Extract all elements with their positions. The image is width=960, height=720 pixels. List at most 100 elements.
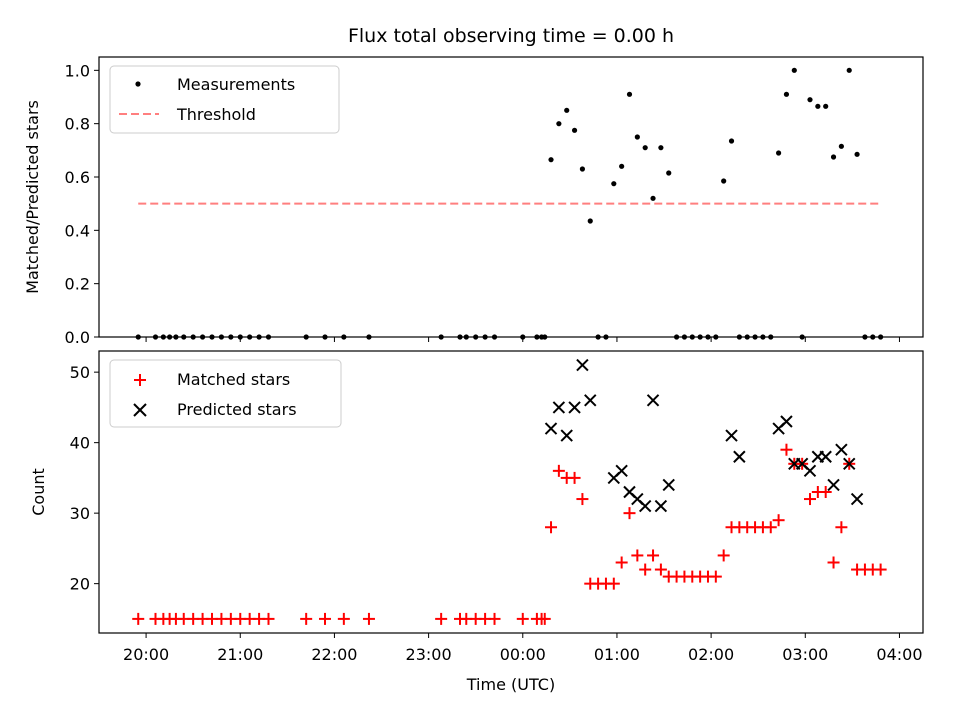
matched-star-point: [623, 507, 636, 520]
measurement-point: [587, 218, 593, 224]
measurement-point: [634, 134, 640, 140]
measurement-point: [666, 170, 672, 176]
matched-star-point: [772, 514, 785, 527]
top-y-tick-label: 0.6: [65, 168, 90, 187]
predicted-star-point: [654, 499, 668, 513]
measurement-point: [776, 150, 782, 156]
x-tick-label: 20:00: [123, 645, 169, 664]
top-y-tick-label: 0.4: [65, 221, 90, 240]
legend-matched-marker: [134, 374, 146, 386]
measurement-point: [815, 103, 821, 109]
matched-star-point: [819, 486, 832, 498]
measurement-point: [564, 107, 570, 113]
predicted-star-point: [568, 401, 581, 414]
bottom-plot-area: [132, 358, 887, 625]
top-y-tick-label: 0.2: [65, 275, 90, 294]
matched-star-point: [319, 612, 332, 625]
top-y-ticks: 0.0 0.2 0.4 0.6 0.8 1.0: [65, 61, 99, 347]
matched-star-point: [827, 556, 840, 569]
x-tick-label: 04:00: [876, 645, 922, 664]
matched-star-point: [615, 556, 628, 569]
predicted-star-point: [843, 457, 856, 471]
measurement-point: [830, 154, 837, 160]
legend-predicted-label: Predicted stars: [177, 400, 297, 419]
predicted-star-point: [560, 429, 573, 442]
predicted-star-point: [584, 394, 597, 407]
matched-star-point: [780, 443, 793, 456]
top-y-tick-label: 1.0: [65, 61, 90, 80]
matched-star-point: [435, 612, 448, 625]
matched-star-point: [803, 493, 816, 506]
x-tick-label: 02:00: [688, 645, 734, 664]
measurement-point: [823, 103, 829, 109]
x-tick-label: 21:00: [217, 645, 263, 664]
matched-star-point: [709, 570, 722, 583]
measurement-point: [626, 91, 633, 97]
matched-star-point: [764, 521, 777, 534]
top-y-axis-label: Matched/Predicted stars: [23, 100, 42, 294]
x-axis-label: Time (UTC): [466, 675, 555, 694]
measurement-point: [556, 121, 562, 127]
matched-star-point: [874, 563, 887, 576]
matched-star-point: [362, 612, 375, 625]
bottom-y-tick-label: 50: [70, 363, 90, 382]
predicted-star-point: [662, 478, 675, 492]
measurement-point: [728, 138, 735, 144]
measurement-point: [650, 195, 656, 201]
bottom-panel: 20 30 40 50 20:00 21:00 22:00 23:00 00:00 01:00 0…: [29, 350, 924, 694]
matched-star-point: [552, 464, 565, 477]
bottom-y-ticks: 20 30 40 50: [70, 363, 99, 594]
matched-star-point: [337, 612, 350, 625]
bottom-y-tick-label: 30: [70, 504, 90, 523]
bottom-legend-box: [109, 359, 342, 428]
top-y-tick-label: 0.0: [65, 328, 90, 347]
matched-star-point: [576, 493, 589, 506]
top-panel: 0.0 0.2 0.4 0.6 0.8 1.0 Matched/Predicted sta…: [23, 56, 924, 347]
top-plot-area: [135, 67, 884, 340]
matched-star-point: [132, 612, 145, 625]
matched-star-point: [835, 521, 848, 534]
predicted-star-point: [544, 422, 558, 435]
matched-star-point: [631, 549, 644, 562]
measurement-point: [642, 145, 648, 151]
predicted-star-point: [835, 443, 848, 456]
matched-star-point: [654, 563, 667, 576]
measurement-point: [548, 157, 554, 163]
predicted-star-point: [733, 450, 746, 463]
measurement-point: [611, 181, 617, 187]
legend-predicted-marker: [133, 403, 147, 417]
predicted-star-point: [646, 394, 660, 407]
matched-star-point: [717, 549, 730, 562]
predicted-star-point: [819, 450, 832, 463]
x-tick-label: 01:00: [594, 645, 640, 664]
measurement-point: [791, 67, 797, 73]
top-legend: Measurements Threshold: [109, 65, 340, 134]
bottom-y-axis-label: Count: [29, 468, 48, 516]
bottom-y-tick-label: 20: [70, 575, 90, 594]
x-tick-label: 22:00: [311, 645, 357, 664]
predicted-star-point: [552, 401, 566, 414]
measurement-point: [807, 97, 813, 103]
matched-star-point: [639, 563, 652, 576]
matched-star-point: [262, 612, 275, 625]
predicted-star-point: [803, 464, 817, 478]
predicted-star-point: [576, 358, 589, 372]
measurement-point: [579, 166, 586, 172]
measurement-point: [838, 143, 844, 149]
measurement-point: [658, 145, 664, 151]
legend-measurements-marker: [135, 81, 141, 87]
matched-star-point: [516, 612, 529, 625]
x-tick-label: 23:00: [406, 645, 452, 664]
matched-star-point: [488, 612, 501, 625]
predicted-star-point: [638, 499, 652, 513]
predicted-star-point: [850, 492, 864, 506]
bottom-axes-frame: [98, 350, 924, 634]
bottom-x-ticks: 20:00 21:00 22:00 23:00 00:00 01:00 02:00 03:00…: [123, 633, 923, 664]
top-axes-frame: [98, 56, 924, 338]
matched-star-point: [647, 549, 660, 562]
bottom-legend: Matched stars Predicted stars: [109, 359, 342, 428]
predicted-star-point: [725, 429, 738, 442]
predicted-star-point: [780, 415, 793, 428]
matched-star-point: [300, 612, 313, 625]
